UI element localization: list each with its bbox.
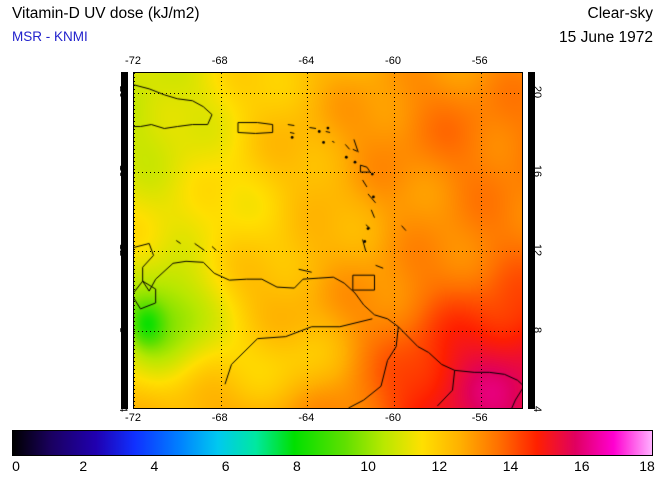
colorbar-tick: 10 xyxy=(360,458,376,474)
x-axis-tick-bottom: -68 xyxy=(211,412,228,424)
map-panel: -72 -72 -68 -68 -64 -64 -60 -60 -56 -56 20 20 16 16 12… xyxy=(117,55,543,424)
y-axis-tick-right: 8 xyxy=(531,326,543,333)
x-axis-tick-bottom: -72 xyxy=(125,412,141,424)
x-axis-tick-bottom: -64 xyxy=(298,412,315,424)
x-axis-tick-bottom: -60 xyxy=(385,412,401,424)
colorbar-tick: 16 xyxy=(573,458,590,474)
x-axis-tick-top: -64 xyxy=(298,55,315,67)
x-axis-tick-top: -56 xyxy=(471,55,488,67)
colorbar-tick-labels: 0 2 4 6 8 10 12 14 16 18 xyxy=(0,458,665,478)
y-axis-tick-left: 16 xyxy=(117,164,129,178)
colorbar xyxy=(12,430,653,456)
condition-label: Clear-sky xyxy=(587,5,653,22)
colorbar-gradient xyxy=(12,430,653,456)
y-axis-tick-left: 8 xyxy=(117,326,129,333)
left-black-bar xyxy=(121,72,128,409)
x-axis-tick-bottom: -56 xyxy=(471,412,488,424)
colorbar-tick: 12 xyxy=(431,458,448,474)
page-title: Vitamin-D UV dose (kJ/m2) xyxy=(12,5,200,22)
right-black-bar xyxy=(528,72,535,409)
map-frame xyxy=(133,72,523,409)
y-axis-tick-right: 20 xyxy=(531,85,543,98)
colorbar-tick: 8 xyxy=(292,458,301,474)
colorbar-tick: 18 xyxy=(639,458,655,474)
colorbar-tick: 2 xyxy=(79,458,88,474)
y-axis-tick-left: 12 xyxy=(117,244,129,257)
uv-dose-heatmap xyxy=(134,73,522,408)
y-axis-tick-right: 4 xyxy=(531,405,543,413)
source-label: MSR - KNMI xyxy=(12,29,88,44)
x-axis-tick-top: -72 xyxy=(125,55,141,67)
map-gridlines xyxy=(134,73,522,408)
colorbar-tick: 0 xyxy=(12,458,20,474)
date-label: 15 June 1972 xyxy=(559,29,653,46)
y-axis-tick-left: 20 xyxy=(117,85,129,98)
x-axis-tick-top: -60 xyxy=(385,55,401,67)
colorbar-tick: 4 xyxy=(150,458,159,474)
y-axis-tick-right: 12 xyxy=(531,244,543,257)
x-axis-tick-top: -68 xyxy=(211,55,228,67)
colorbar-tick: 14 xyxy=(502,458,519,474)
colorbar-tick: 6 xyxy=(221,458,230,474)
y-axis-tick-right: 16 xyxy=(531,164,543,178)
y-axis-tick-left: 4 xyxy=(117,405,129,413)
